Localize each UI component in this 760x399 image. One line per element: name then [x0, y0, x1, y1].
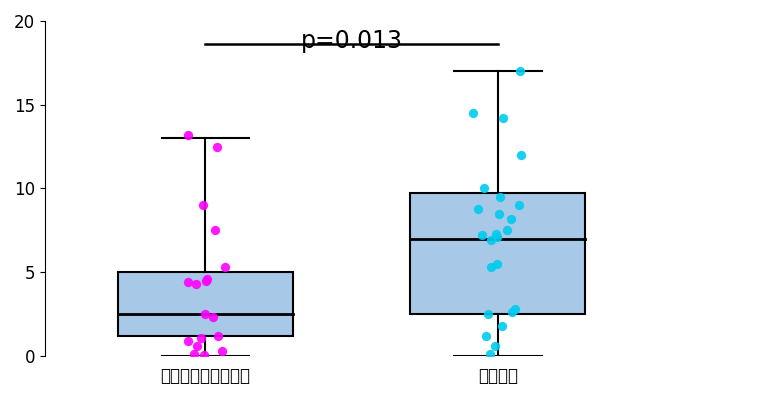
Point — [195, 334, 207, 341]
Point — [207, 314, 219, 321]
Point — [182, 132, 195, 138]
Point — [467, 110, 479, 116]
Point — [509, 306, 521, 312]
Point — [484, 351, 496, 358]
Point — [515, 68, 527, 74]
Point — [208, 227, 220, 233]
Point — [489, 343, 502, 349]
Point — [482, 311, 494, 317]
Point — [485, 237, 497, 243]
Point — [190, 281, 202, 287]
Bar — [410, 194, 585, 314]
Point — [491, 234, 503, 240]
Point — [490, 261, 502, 267]
Point — [492, 210, 505, 217]
Point — [505, 215, 517, 222]
Point — [198, 352, 210, 358]
Point — [199, 311, 211, 317]
Text: p=0.013: p=0.013 — [301, 29, 403, 53]
Point — [191, 343, 203, 349]
Point — [496, 323, 508, 329]
Point — [219, 264, 231, 271]
Point — [485, 264, 497, 271]
Point — [476, 232, 488, 239]
Point — [513, 202, 525, 208]
Point — [477, 185, 489, 192]
Point — [472, 205, 484, 212]
Point — [199, 277, 211, 284]
Point — [197, 202, 209, 208]
Point — [515, 152, 527, 158]
Point — [501, 227, 513, 233]
Point — [497, 115, 509, 121]
Point — [480, 333, 492, 339]
Bar — [118, 272, 293, 336]
Point — [494, 194, 506, 200]
Point — [216, 348, 228, 354]
Point — [212, 333, 224, 339]
Point — [211, 143, 223, 150]
Point — [201, 276, 213, 282]
Point — [490, 231, 502, 237]
Point — [188, 351, 200, 358]
Point — [182, 279, 194, 285]
Point — [182, 338, 194, 344]
Point — [505, 309, 518, 316]
